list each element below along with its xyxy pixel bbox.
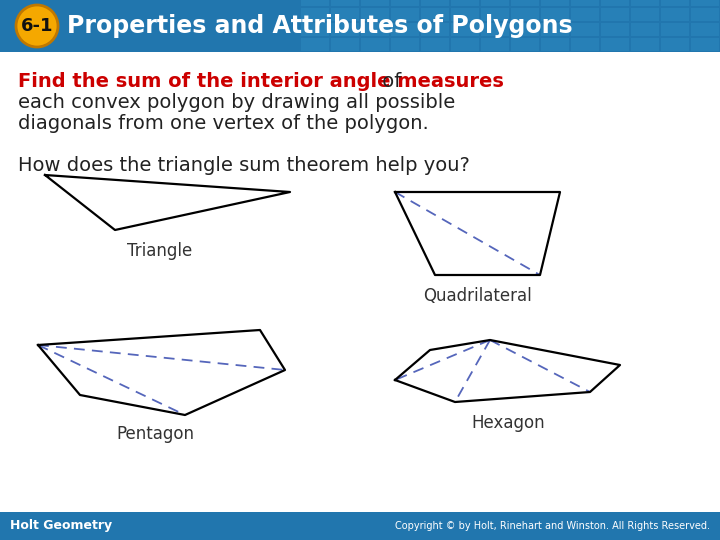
Bar xyxy=(511,38,539,51)
Bar xyxy=(301,23,329,36)
Bar xyxy=(361,8,389,21)
Bar xyxy=(631,0,659,6)
Bar xyxy=(661,8,689,21)
Bar xyxy=(601,38,629,51)
Bar xyxy=(481,0,509,6)
Bar xyxy=(571,0,599,6)
Bar xyxy=(571,8,599,21)
Bar xyxy=(421,8,449,21)
Bar xyxy=(331,8,359,21)
Bar xyxy=(391,38,419,51)
Bar xyxy=(541,38,569,51)
Bar xyxy=(331,23,359,36)
Bar xyxy=(691,0,719,6)
Bar xyxy=(541,0,569,6)
Text: of: of xyxy=(376,72,401,91)
Bar xyxy=(511,0,539,6)
Bar xyxy=(421,23,449,36)
Bar xyxy=(0,512,720,540)
Bar xyxy=(481,38,509,51)
Bar xyxy=(601,0,629,6)
Text: 6-1: 6-1 xyxy=(21,17,53,35)
Text: each convex polygon by drawing all possible: each convex polygon by drawing all possi… xyxy=(18,93,455,112)
Text: Quadrilateral: Quadrilateral xyxy=(423,287,531,305)
Circle shape xyxy=(16,5,58,47)
Bar xyxy=(661,23,689,36)
Bar xyxy=(361,0,389,6)
Bar xyxy=(391,0,419,6)
Text: Find the sum of the interior angle measures: Find the sum of the interior angle measu… xyxy=(18,72,504,91)
Bar xyxy=(631,23,659,36)
Bar xyxy=(331,0,359,6)
Bar xyxy=(421,0,449,6)
Bar xyxy=(661,0,689,6)
Bar xyxy=(421,38,449,51)
Bar xyxy=(301,38,329,51)
Bar xyxy=(0,0,720,52)
Bar xyxy=(481,8,509,21)
Text: Holt Geometry: Holt Geometry xyxy=(10,519,112,532)
Bar xyxy=(361,23,389,36)
Bar xyxy=(571,23,599,36)
Bar xyxy=(601,8,629,21)
Text: How does the triangle sum theorem help you?: How does the triangle sum theorem help y… xyxy=(18,156,470,175)
Bar xyxy=(691,8,719,21)
Text: Hexagon: Hexagon xyxy=(471,414,545,432)
Bar xyxy=(301,8,329,21)
Bar xyxy=(511,23,539,36)
Bar xyxy=(691,38,719,51)
Text: Pentagon: Pentagon xyxy=(116,425,194,443)
Bar xyxy=(691,23,719,36)
Bar xyxy=(451,0,479,6)
Bar xyxy=(301,0,329,6)
Bar xyxy=(391,8,419,21)
Bar xyxy=(571,38,599,51)
Bar xyxy=(451,8,479,21)
Bar xyxy=(541,8,569,21)
Bar xyxy=(481,23,509,36)
Bar xyxy=(631,38,659,51)
Bar xyxy=(331,38,359,51)
Bar xyxy=(391,23,419,36)
Bar xyxy=(631,8,659,21)
Bar xyxy=(511,8,539,21)
Bar xyxy=(661,38,689,51)
Text: Copyright © by Holt, Rinehart and Winston. All Rights Reserved.: Copyright © by Holt, Rinehart and Winsto… xyxy=(395,521,710,531)
Text: Triangle: Triangle xyxy=(127,242,193,260)
Bar xyxy=(451,38,479,51)
Bar xyxy=(361,38,389,51)
Text: diagonals from one vertex of the polygon.: diagonals from one vertex of the polygon… xyxy=(18,114,428,133)
Text: Properties and Attributes of Polygons: Properties and Attributes of Polygons xyxy=(67,14,572,38)
Bar xyxy=(601,23,629,36)
Bar xyxy=(451,23,479,36)
Bar xyxy=(541,23,569,36)
